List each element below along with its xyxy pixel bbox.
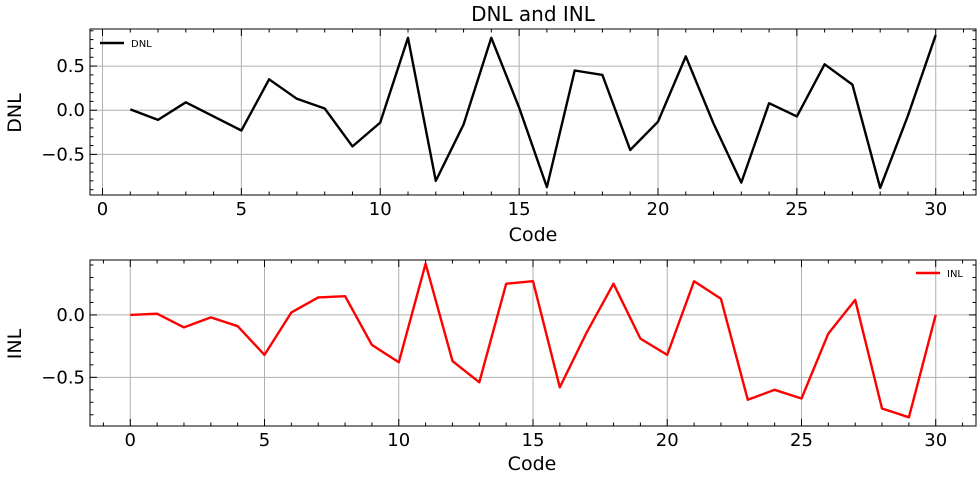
inl-x-tick-label: 25 (790, 430, 813, 451)
inl-y-tick-label: 0.0 (56, 305, 85, 326)
dnl-x-tick-label: 25 (785, 199, 808, 220)
inl-x-tick-label: 30 (924, 430, 947, 451)
inl-x-tick-label: 15 (522, 430, 545, 451)
dnl-series-line (129, 34, 937, 190)
inl-y-tick-label: −0.5 (41, 367, 85, 388)
dnl-y-tick-label: 0.0 (56, 100, 85, 121)
inl-y-axis-label: INL (4, 328, 26, 359)
inl-x-tick-label: 20 (656, 430, 679, 451)
dnl-x-tick-label: 20 (647, 199, 670, 220)
dnl-y-tick-label: 0.5 (56, 56, 85, 77)
dnl-plot-frame (89, 28, 977, 196)
dnl-x-tick-label: 15 (508, 199, 531, 220)
dnl-x-tick-label: 10 (369, 199, 392, 220)
inl-x-tick-label: 0 (125, 430, 136, 451)
inl-legend-label: INL (947, 269, 963, 280)
dnl-y-tick-label: −0.5 (41, 144, 85, 165)
dnl-legend-label: DNL (131, 39, 152, 50)
dnl-legend: DNL (100, 39, 152, 50)
inl-x-tick-label: 10 (387, 430, 410, 451)
inl-plot-frame (89, 259, 977, 427)
chart-title: DNL and INL (471, 2, 596, 26)
dnl-x-tick-label: 30 (924, 199, 947, 220)
dnl-y-axis-label: DNL (4, 93, 26, 133)
dnl-x-tick-label: 5 (236, 199, 247, 220)
inl-subplot: 0 5 10 15 20 25 30 −0.5 0.0 Code INL INL (4, 259, 977, 475)
dnl-subplot: 0 5 10 15 20 25 30 −0.5 0.0 0.5 DNL and INL Code… (4, 2, 977, 246)
dnl-x-tick-label: 0 (97, 199, 108, 220)
inl-x-tick-label: 5 (259, 430, 270, 451)
dnl-x-axis-label: Code (509, 224, 558, 246)
inl-x-axis-label: Code (508, 453, 557, 475)
inl-legend: INL (916, 269, 963, 280)
